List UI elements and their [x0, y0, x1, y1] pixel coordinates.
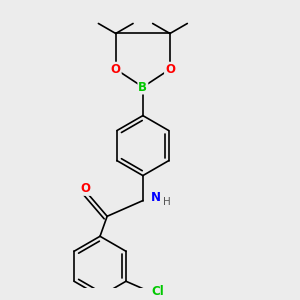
- Text: O: O: [165, 63, 175, 76]
- Text: H: H: [163, 197, 171, 207]
- Text: O: O: [81, 182, 91, 195]
- Text: B: B: [138, 80, 147, 94]
- Text: N: N: [151, 191, 161, 204]
- Text: Cl: Cl: [151, 285, 164, 298]
- Text: O: O: [111, 63, 121, 76]
